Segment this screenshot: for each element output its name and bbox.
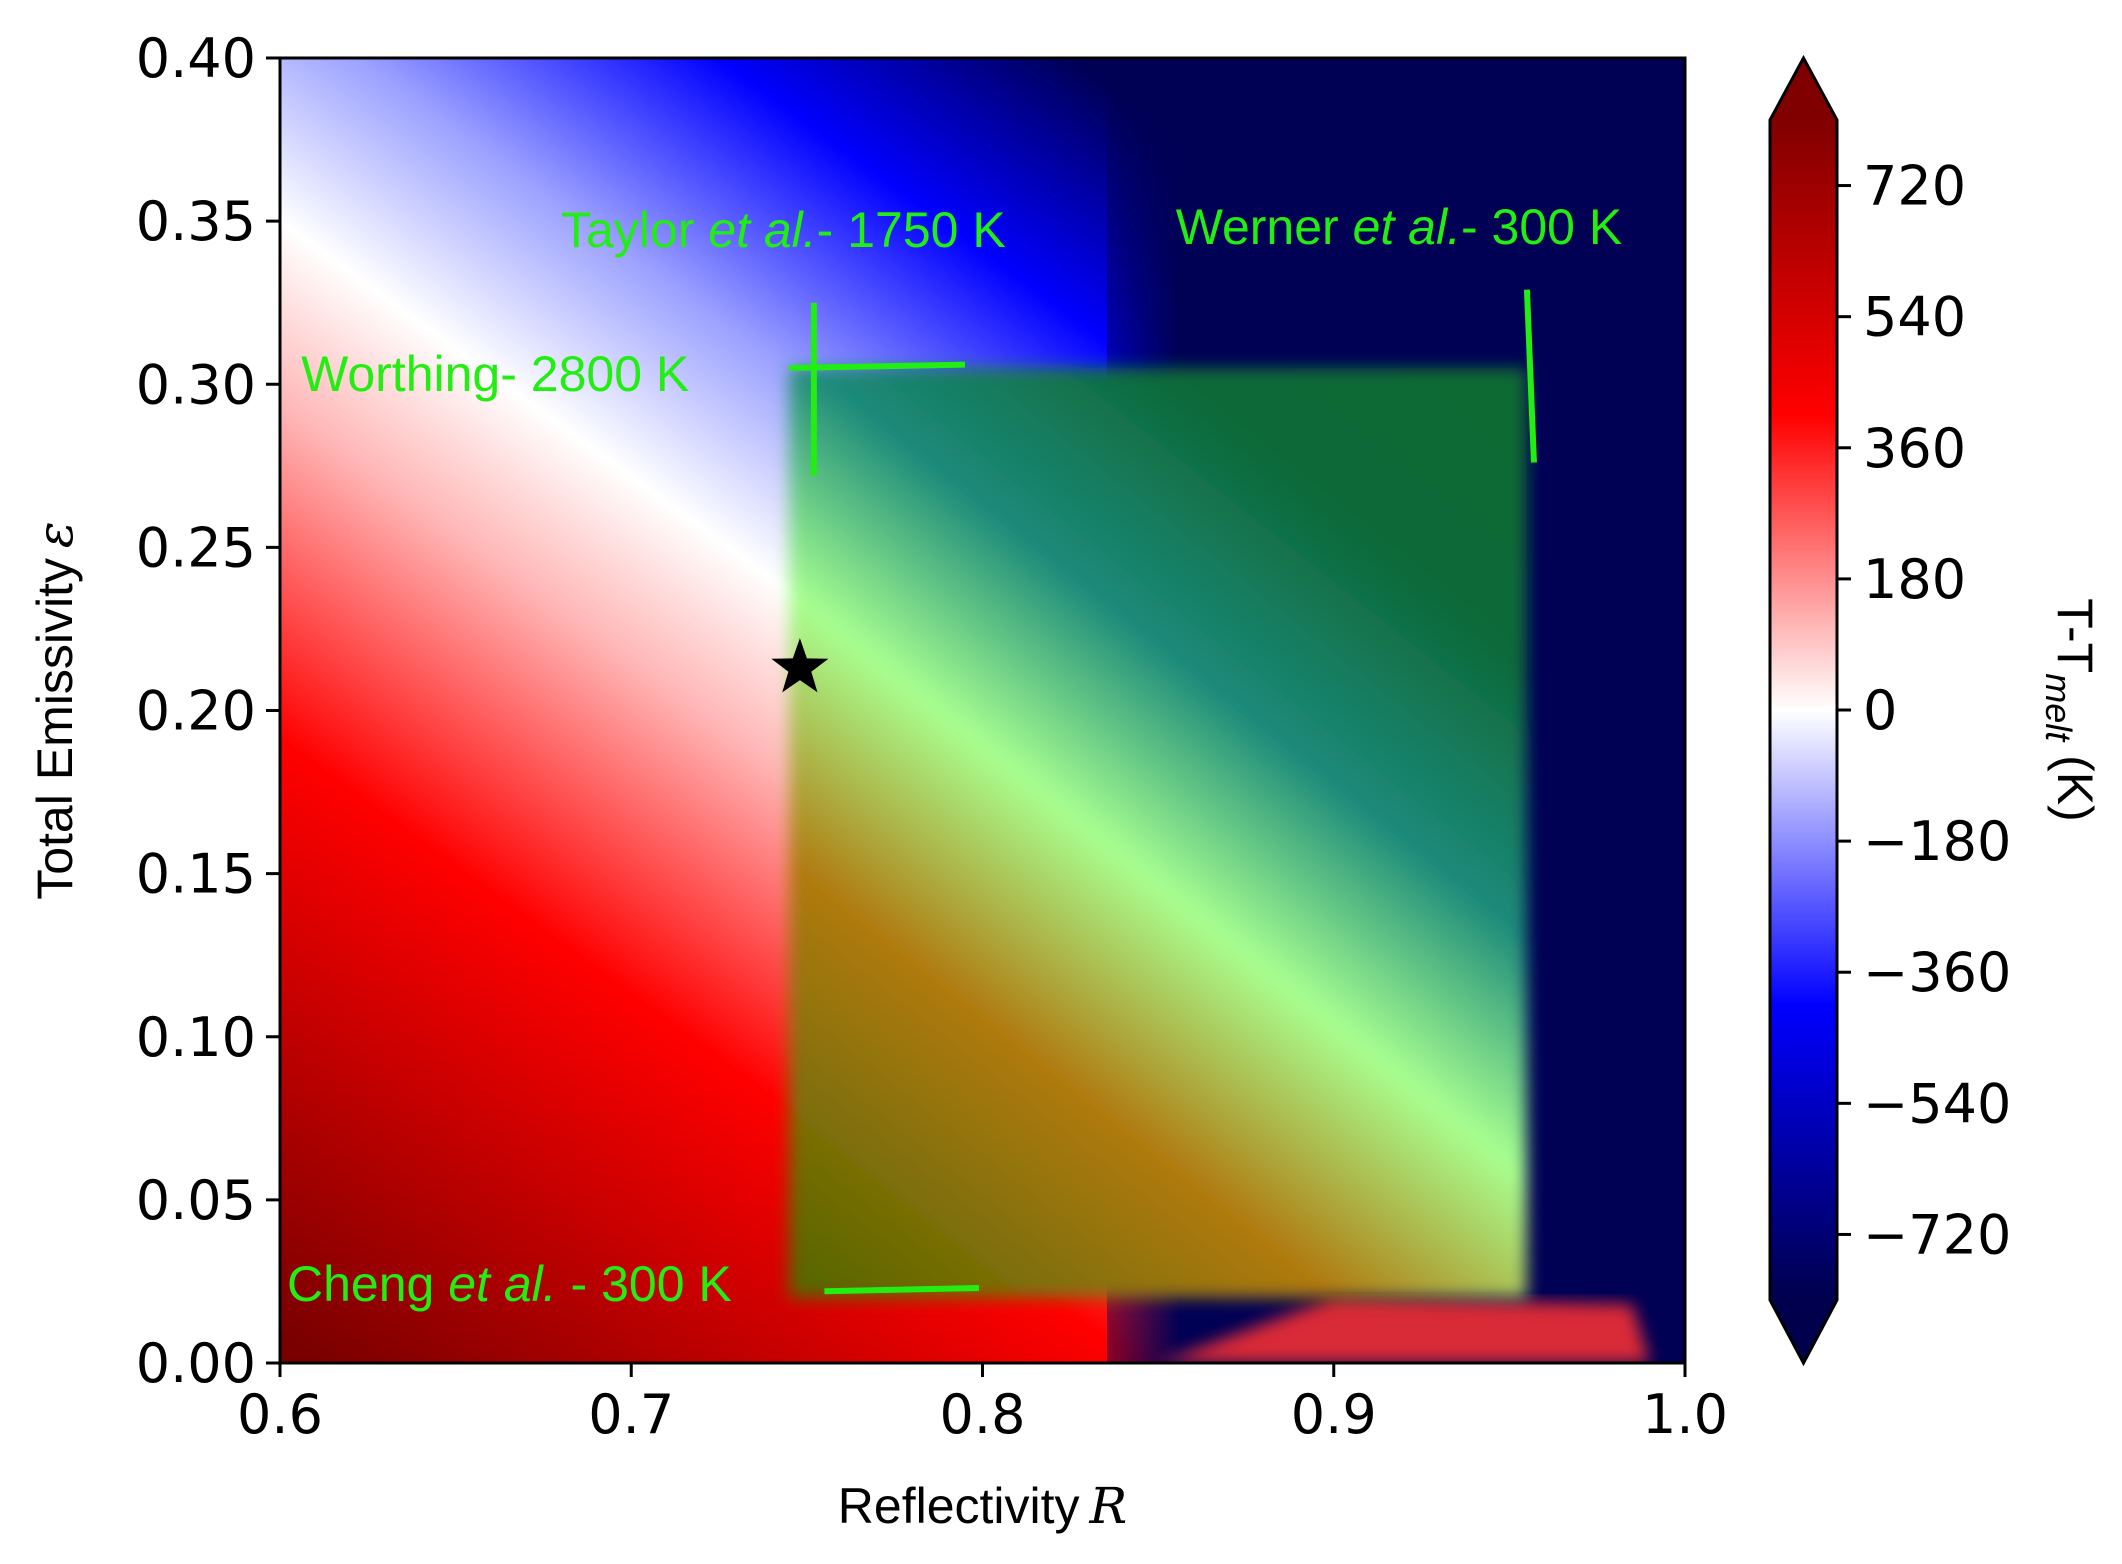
y-tick-label: 0.30 [136, 353, 256, 416]
annotation-cheng: Cheng et al. - 300 K [287, 1256, 732, 1312]
x-axis: 0.6 0.7 0.8 0.9 1.0 [237, 1363, 1728, 1446]
y-tick-label: 0.10 [136, 1006, 256, 1069]
y-tick-label: 0.25 [136, 516, 256, 579]
y-axis-label: Total Emissivityε [26, 521, 84, 900]
colorbar-label: T-Tmelt (K) [2038, 598, 2103, 822]
x-tick-label: 1.0 [1642, 1383, 1728, 1446]
y-tick-label: 0.05 [136, 1169, 256, 1232]
colorbar-tick-label: 360 [1863, 417, 1966, 480]
colorbar-tick-label: 180 [1863, 548, 1966, 611]
annotations: Taylor et al.- 1750 K Werner et al.- 300 … [287, 199, 1622, 1312]
marker-group [771, 638, 829, 693]
x-tick-label: 0.9 [1291, 1383, 1377, 1446]
colorbar-tick-label: 540 [1863, 286, 1966, 349]
y-tick-label: 0.00 [136, 1332, 256, 1395]
measurement-lines [789, 289, 1537, 1295]
measurement-line-cheng [824, 1284, 980, 1295]
measurement-line-werner [1523, 289, 1537, 463]
y-tick-label: 0.35 [136, 190, 256, 253]
x-axis-label: Reflectivity R [838, 1477, 1127, 1535]
annotation-worthing: Worthing- 2800 K [301, 346, 689, 402]
colorbar-tick-label: 0 [1863, 679, 1897, 742]
x-tick-label: 0.7 [588, 1383, 674, 1446]
colorbar-tick-label: −180 [1863, 810, 2011, 873]
measurement-line-worthing [789, 361, 965, 371]
annotation-taylor: Taylor et al.- 1750 K [561, 202, 1006, 258]
shaded-region [789, 367, 1527, 1298]
colorbar-top-extend [1770, 58, 1837, 120]
annotation-werner: Werner et al.- 300 K [1176, 199, 1623, 255]
colorbar-gradient [1770, 120, 1837, 1300]
colorbar-bottom-extend [1770, 1300, 1837, 1363]
colorbar-tick-label: −540 [1863, 1072, 2011, 1135]
plot-area [280, 58, 1685, 1363]
colorbar: 720 540 360 180 0 −180 −360 −540 −720 [1768, 54, 2011, 1367]
heatmap-corner-glow [1158, 1297, 1650, 1363]
y-tick-label: 0.40 [136, 27, 256, 90]
colorbar-outline [1768, 54, 1839, 1367]
x-tick-label: 0.6 [237, 1383, 323, 1446]
x-tick-label: 0.8 [940, 1383, 1026, 1446]
colorbar-tick-label: 720 [1863, 155, 1966, 218]
y-axis: 0.00 0.05 0.10 0.15 0.20 0.25 0.30 0.35 0.40 [136, 27, 280, 1395]
y-tick-label: 0.20 [136, 680, 256, 743]
y-tick-label: 0.15 [136, 843, 256, 906]
star-marker [771, 638, 829, 693]
colorbar-tick-label: −720 [1863, 1203, 2011, 1266]
colorbar-tick-label: −360 [1863, 941, 2011, 1004]
